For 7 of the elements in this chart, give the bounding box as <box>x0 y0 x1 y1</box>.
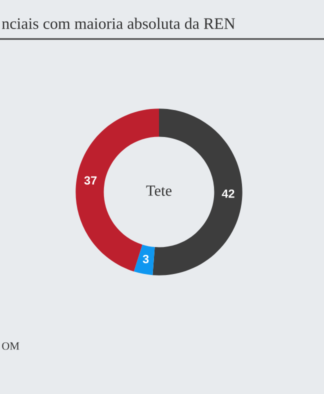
data-label: 37 <box>84 176 97 185</box>
text: Tete <box>146 186 172 196</box>
donut-slice <box>134 244 155 276</box>
data-label: 3 <box>142 254 149 264</box>
text: OM <box>2 342 20 350</box>
chart-title: nciais com maioria absoluta da REN <box>2 18 236 29</box>
data-label: 42 <box>222 189 234 198</box>
